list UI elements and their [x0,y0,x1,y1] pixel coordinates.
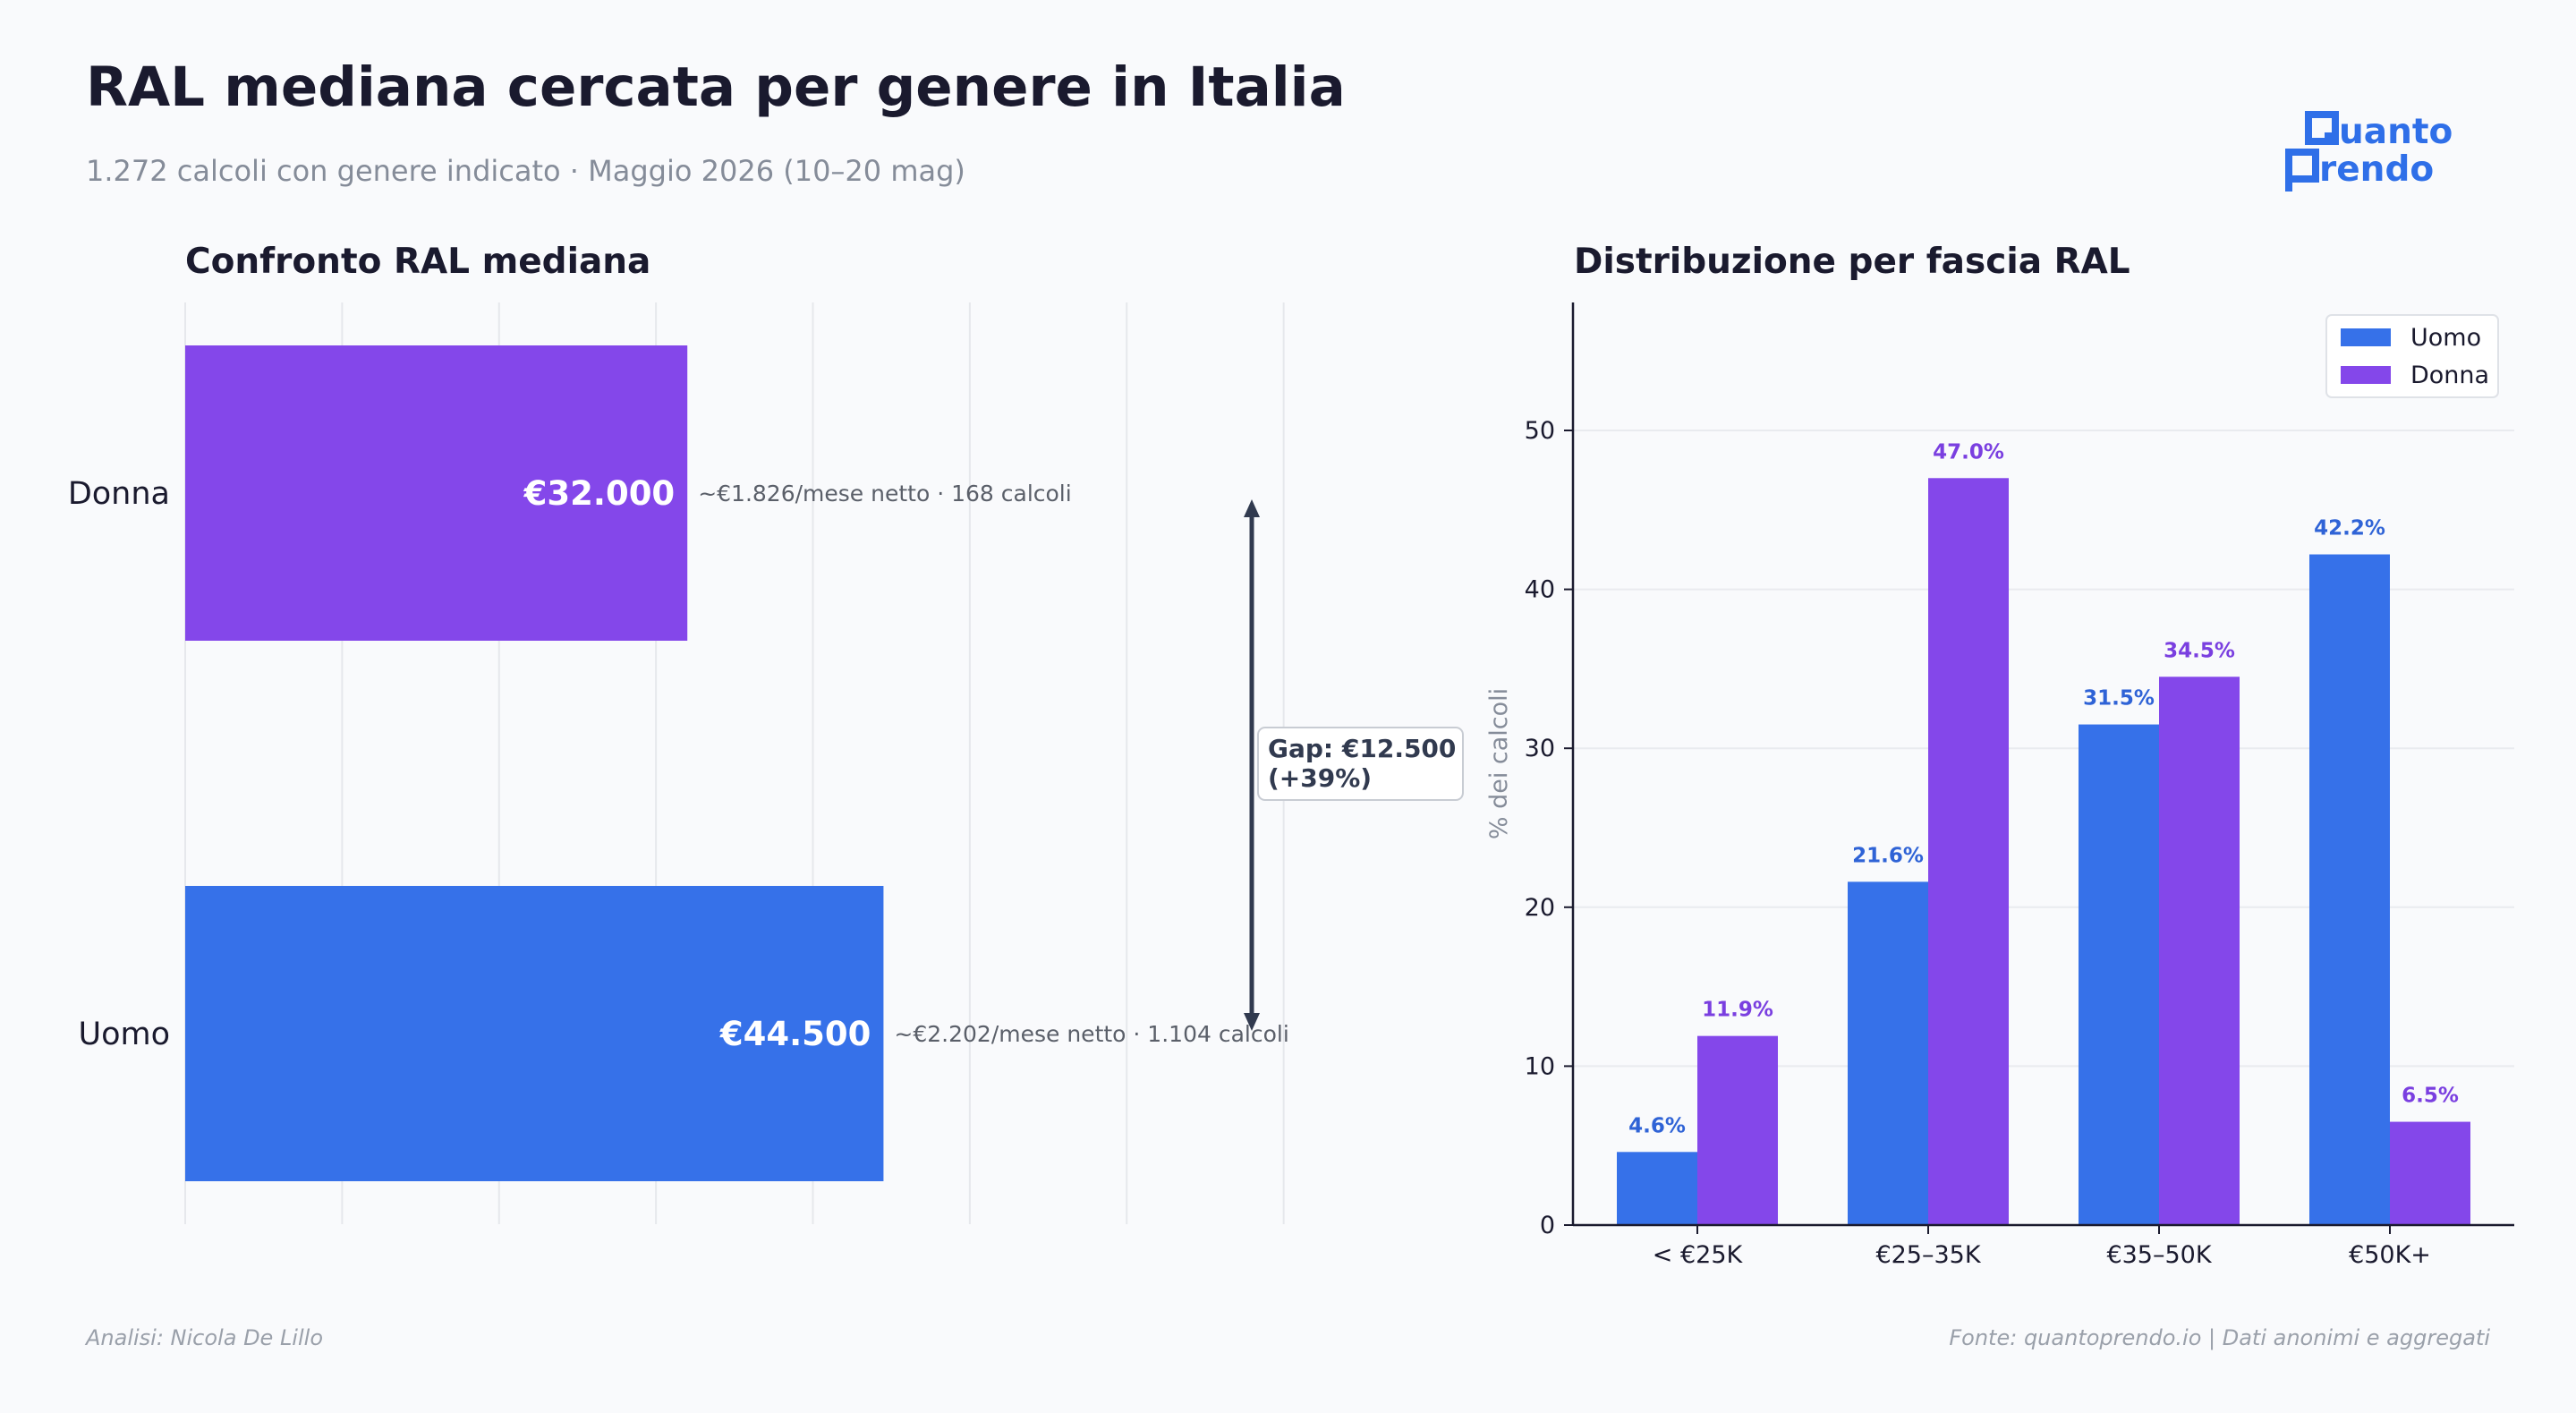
bar-donna [2159,677,2240,1225]
svg-text:rendo: rendo [2319,149,2434,190]
svg-text:uanto: uanto [2339,112,2453,152]
footer-source: Fonte: quantoprendo.io | Dati anonimi e … [1949,1325,2490,1350]
legend-swatch-uomo [2341,328,2391,346]
quantoprendo-logo: uanto rendo [2285,111,2453,192]
data-label: 4.6% [1628,1114,1686,1137]
bar-donna [2390,1121,2470,1225]
left-panel-title: Confronto RAL mediana [185,242,651,282]
category-label: Donna [68,476,170,512]
legend-label-donna: Donna [2410,362,2489,389]
legend-swatch-donna [2341,366,2391,384]
x-tick-label: €50K+ [2349,1241,2431,1269]
data-label: 31.5% [2083,687,2155,711]
x-tick-label: €35–50K [2106,1241,2212,1269]
bar-annotation: ~€1.826/mese netto · 168 calcoli [698,481,1072,506]
bar-annotation: ~€2.202/mese netto · 1.104 calcoli [894,1021,1288,1047]
data-label: 6.5% [2402,1085,2459,1108]
gap-arrow-head-bottom [1244,1013,1260,1031]
y-tick-label: 40 [1525,576,1555,604]
y-tick-label: 20 [1525,894,1555,922]
gap-arrow-head-top [1244,499,1260,517]
legend-label-uomo: Uomo [2410,324,2481,352]
gap-label-line2: (+39%) [1268,763,1372,793]
y-tick-label: 30 [1525,735,1555,762]
bar-donna [1928,478,2009,1225]
gap-label-line1: Gap: €12.500 [1268,734,1456,763]
footer-author: Analisi: Nicola De Lillo [86,1325,323,1350]
y-tick-label: 50 [1525,417,1555,445]
category-label: Uomo [78,1017,170,1052]
x-tick-label: €25–35K [1875,1241,1981,1269]
bar-uomo [2079,724,2159,1225]
right-panel-title: Distribuzione per fascia RAL [1574,242,2130,282]
data-label: 11.9% [1702,999,1773,1022]
bar-value-label: €44.500 [719,1015,871,1053]
y-tick-label: 0 [1540,1212,1555,1239]
y-tick-label: 10 [1525,1052,1555,1080]
x-tick-label: < €25K [1653,1241,1744,1269]
data-label: 42.2% [2314,517,2385,541]
legend: Uomo Donna [2325,314,2499,398]
data-label: 47.0% [1933,440,2004,464]
data-label: 21.6% [1852,844,1924,867]
ral-comparison-chart: Donna €32.000 ~€1.826/mese netto · 168 cal… [68,302,1464,1224]
y-axis-label: % dei calcoli [1485,688,1513,839]
chart-subtitle: 1.272 calcoli con genere indicato · Magg… [86,154,965,188]
chart-title: RAL mediana cercata per genere in Italia [86,55,1346,119]
bar-uomo [185,886,884,1181]
bar-uomo [1617,1152,1697,1225]
ral-distribution-chart: 4.6% 11.9% 21.6% 47.0% 31.5% 34.5% 42.2% 6.5% 0… [1485,302,2514,1269]
bar-donna [1697,1035,1778,1225]
gap-label-box [1257,727,1464,801]
bar-donna [185,345,688,641]
gap-annotation: Gap: €12.500 (+39%) [1244,499,1464,1031]
bar-value-label: €32.000 [523,474,676,513]
bar-uomo [2309,554,2390,1225]
data-label: 34.5% [2164,639,2235,662]
bar-uomo [1848,881,1928,1225]
